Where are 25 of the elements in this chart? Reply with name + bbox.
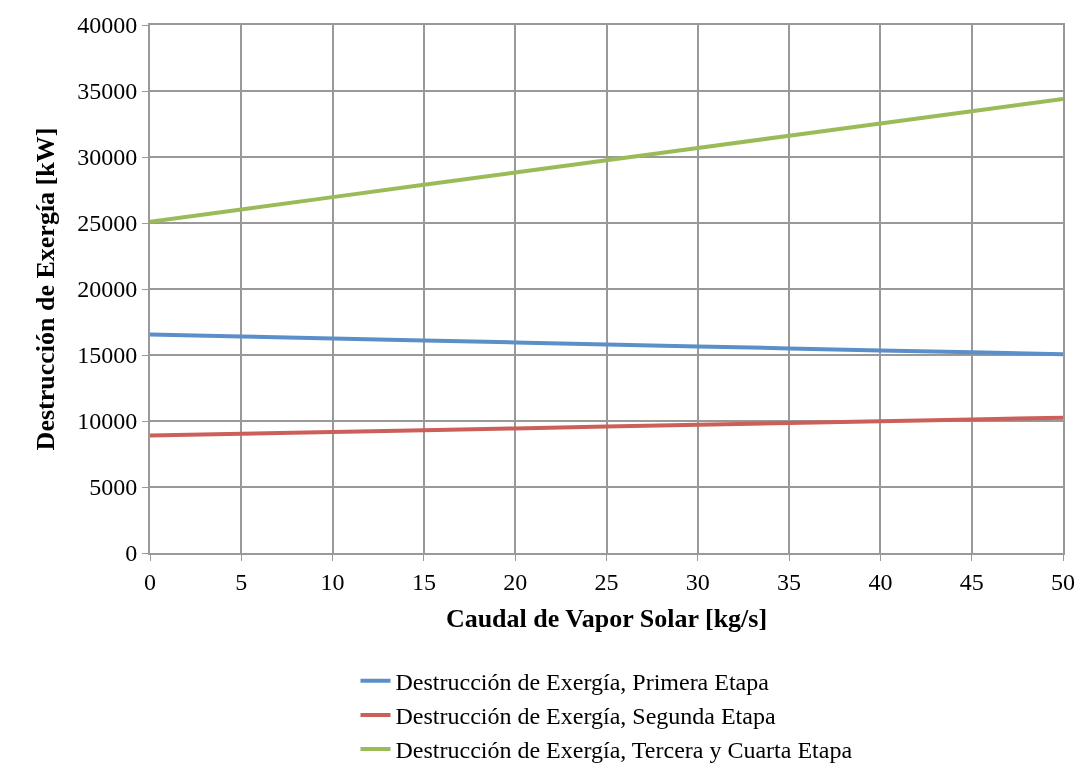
y-tick-label: 35000 [77,78,138,105]
legend-label: Destrucción de Exergía, Segunda Etapa [395,703,776,730]
x-tick-label: 15 [411,568,436,595]
y-tick-label: 10000 [77,408,138,435]
x-tick-label: 45 [959,568,984,595]
x-tick-label: 5 [235,568,248,595]
x-tick-label: 25 [594,568,619,595]
y-tick-label: 5000 [89,474,138,501]
y-tick-label: 40000 [77,12,138,39]
y-tick-label: 30000 [77,144,138,171]
y-tick-label: 25000 [77,210,138,237]
y-axis-title: Destrucción de Exergía [kW] [31,127,61,451]
legend-label: Destrucción de Exergía, Tercera y Cuarta Etapa [395,737,853,764]
x-tick-label: 20 [503,568,528,595]
x-tick-label: 10 [320,568,345,595]
x-tick-label: 35 [777,568,802,595]
x-axis-title: Caudal de Vapor Solar [kg/s] [445,604,768,633]
x-tick-label: 50 [1051,568,1075,595]
x-tick-label: 40 [868,568,893,595]
y-tick-label: 0 [125,540,138,567]
x-tick-label: 30 [685,568,710,595]
x-tick-label: 0 [144,568,156,595]
legend-label: Destrucción de Exergía, Primera Etapa [395,669,770,696]
y-tick-label: 15000 [77,342,138,369]
y-tick-label: 20000 [77,276,138,303]
